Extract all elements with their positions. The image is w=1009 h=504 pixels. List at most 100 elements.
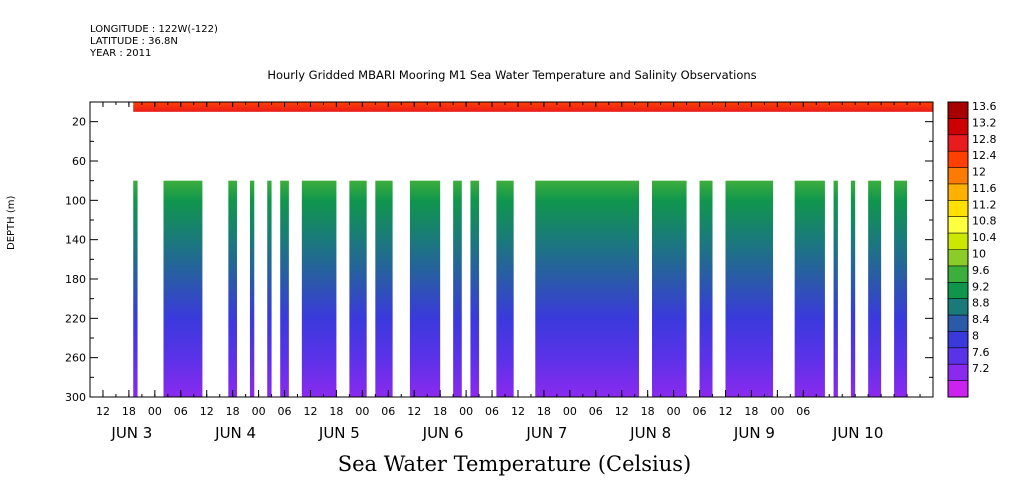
colorbar-label: 13.2 <box>972 116 997 129</box>
x-tick-label: 18 <box>537 405 551 418</box>
deep-temperature-block <box>163 180 203 397</box>
x-axis-label: Sea Water Temperature (Celsius) <box>337 452 692 476</box>
year-label: YEAR : 2011 <box>90 48 152 59</box>
x-day-label: JUN 10 <box>832 424 883 442</box>
colorbar-swatch <box>948 167 968 185</box>
x-day-label: JUN 5 <box>318 424 360 442</box>
x-tick-label: 18 <box>433 405 447 418</box>
x-tick-label: 12 <box>718 405 732 418</box>
longitude-label: LONGITUDE : 122W(-122) <box>90 24 218 35</box>
colorbar-swatch <box>948 118 968 136</box>
x-tick-label: 00 <box>563 405 577 418</box>
x-tick-label: 18 <box>226 405 240 418</box>
x-tick-label: 00 <box>459 405 473 418</box>
colorbar-swatch <box>948 380 968 398</box>
x-tick-label: 06 <box>278 405 292 418</box>
deep-temperature-block <box>133 180 138 397</box>
colorbar-label: 8.8 <box>972 297 990 310</box>
x-tick-label: 12 <box>96 405 110 418</box>
deep-temperature-block <box>249 180 255 397</box>
deep-temperature-block <box>375 180 393 397</box>
colorbar-swatch <box>948 216 968 234</box>
x-tick-label: 00 <box>667 405 681 418</box>
deep-temperature-block <box>280 180 289 397</box>
colorbar-label: 12.8 <box>972 133 997 146</box>
x-tick-label: 12 <box>200 405 214 418</box>
deep-temperature-block <box>409 180 441 397</box>
y-tick-label: 300 <box>65 391 86 404</box>
colorbar-swatch <box>948 200 968 218</box>
colorbar-swatch <box>948 102 968 119</box>
deep-temperature-block <box>725 180 774 397</box>
x-tick-label: 18 <box>744 405 758 418</box>
colorbar-swatch <box>948 265 968 283</box>
deep-temperature-block <box>833 180 838 397</box>
x-tick-label: 06 <box>589 405 603 418</box>
x-tick-label: 00 <box>355 405 369 418</box>
deep-temperature-block <box>794 180 825 397</box>
y-tick-label: 60 <box>72 155 86 168</box>
x-tick-label: 00 <box>770 405 784 418</box>
x-tick-label: 00 <box>252 405 266 418</box>
colorbar-label: 8.4 <box>972 313 990 326</box>
deep-temperature-block <box>894 180 908 397</box>
x-day-label: JUN 3 <box>110 424 152 442</box>
x-tick-label: 06 <box>381 405 395 418</box>
deep-temperature-block <box>496 180 514 397</box>
colorbar-label: 9.2 <box>972 280 990 293</box>
colorbar-label: 13.6 <box>972 100 997 113</box>
deep-temperature-block <box>349 180 367 397</box>
colorbar-swatch <box>948 233 968 250</box>
colorbar-label: 7.6 <box>972 346 990 359</box>
colorbar-swatch <box>948 249 968 267</box>
y-tick-label: 20 <box>72 116 86 129</box>
x-tick-label: 12 <box>303 405 317 418</box>
colorbar-label: 11.6 <box>972 182 997 195</box>
plot-area <box>133 102 933 397</box>
colorbar-swatch <box>948 315 968 332</box>
colorbar-label: 12.4 <box>972 149 997 162</box>
colorbar-swatch <box>948 151 968 169</box>
deep-temperature-block <box>850 180 856 397</box>
x-tick-label: 06 <box>174 405 188 418</box>
deep-temperature-block <box>652 180 687 397</box>
y-tick-label: 100 <box>65 194 86 207</box>
colorbar-label: 7.2 <box>972 362 990 375</box>
colorbar-label: 9.6 <box>972 264 990 277</box>
x-tick-label: 18 <box>329 405 343 418</box>
colorbar-label: 12 <box>972 166 986 179</box>
colorbar-swatch <box>948 134 968 152</box>
x-tick-label: 06 <box>693 405 707 418</box>
x-day-label: JUN 9 <box>733 424 775 442</box>
y-tick-label: 180 <box>65 273 86 286</box>
y-tick-label: 140 <box>65 234 86 247</box>
colorbar-label: 8 <box>972 329 979 342</box>
colorbar-label: 11.2 <box>972 198 997 211</box>
colorbar-swatch <box>948 331 968 349</box>
colorbar-swatch <box>948 298 968 316</box>
colorbar-swatch <box>948 347 968 365</box>
deep-temperature-block <box>228 180 237 397</box>
deep-temperature-block <box>301 180 337 397</box>
deep-temperature-block <box>868 180 882 397</box>
x-tick-label: 06 <box>796 405 810 418</box>
deep-temperature-block <box>699 180 713 397</box>
colorbar-swatch <box>948 282 968 300</box>
x-day-label: JUN 8 <box>629 424 671 442</box>
colorbar-label: 10.8 <box>972 215 997 228</box>
x-tick-label: 06 <box>485 405 499 418</box>
y-tick-label: 220 <box>65 312 86 325</box>
x-day-label: JUN 4 <box>214 424 256 442</box>
colorbar: 13.6 13.2 12.8 12.4 12 11.6 11.2 10.8 10.4 10 9.6 9… <box>947 100 997 398</box>
colorbar-label: 10.4 <box>972 231 997 244</box>
colorbar-swatch <box>948 364 968 382</box>
deep-temperature-block <box>267 180 272 397</box>
colorbar-label: 10 <box>972 248 986 261</box>
x-tick-label: 12 <box>407 405 421 418</box>
latitude-label: LATITUDE : 36.8N <box>90 36 178 47</box>
x-day-label: JUN 7 <box>525 424 567 442</box>
deep-temperature-block <box>535 180 640 397</box>
chart-title: Hourly Gridded MBARI Mooring M1 Sea Wate… <box>267 68 757 82</box>
plot-frame <box>89 101 934 398</box>
